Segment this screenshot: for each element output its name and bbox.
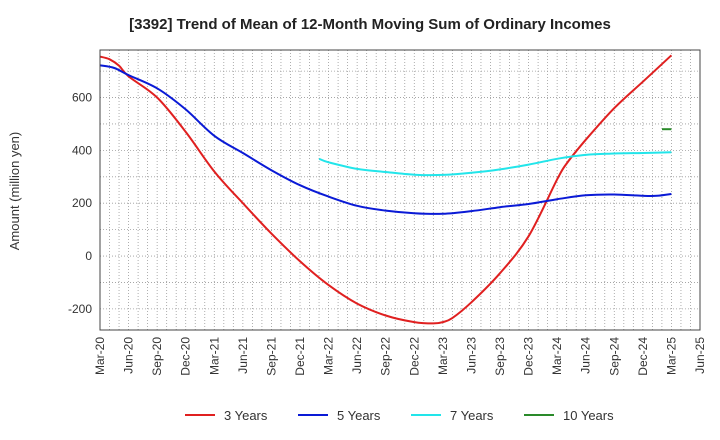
x-tick-label: Sep-22 xyxy=(379,337,393,376)
x-tick-label: Dec-21 xyxy=(293,337,307,376)
x-tick-label: Jun-25 xyxy=(693,337,707,374)
series-line-3-years xyxy=(99,54,673,325)
x-tick-label: Sep-21 xyxy=(264,337,278,376)
x-tick-label: Sep-23 xyxy=(493,337,507,376)
x-axis-ticks: Mar-20 Jun-20 Sep-20 Dec-20 Mar-21 Jun-21 Sep-… xyxy=(93,337,707,376)
series-line-7-years xyxy=(318,151,672,177)
x-tick-label: Jun-22 xyxy=(350,337,364,374)
plot-frame xyxy=(99,49,701,331)
chart-title: [3392] Trend of Mean of 12-Month Moving … xyxy=(129,16,611,33)
y-tick-label: -200 xyxy=(68,302,92,316)
x-tick-label: Jun-23 xyxy=(464,337,478,374)
legend-label-7-years: 7 Years xyxy=(450,408,494,423)
x-tick-label: Dec-20 xyxy=(179,337,193,376)
y-tick-label: 400 xyxy=(72,143,92,157)
x-tick-label: Jun-21 xyxy=(236,337,250,374)
legend-label-5-years: 5 Years xyxy=(337,408,381,423)
legend-label-10-years: 10 Years xyxy=(563,408,614,423)
x-tick-label: Mar-20 xyxy=(93,337,107,375)
x-tick-label: Jun-24 xyxy=(579,337,593,374)
legend: 3 Years 5 Years 7 Years 10 Years xyxy=(185,408,614,423)
y-tick-label: 600 xyxy=(72,91,92,105)
x-tick-label: Dec-22 xyxy=(407,337,421,376)
x-tick-label: Mar-25 xyxy=(664,337,678,375)
x-tick-label: Dec-23 xyxy=(522,337,536,376)
legend-label-3-years: 3 Years xyxy=(224,408,268,423)
x-tick-label: Mar-21 xyxy=(207,337,221,375)
y-axis-label: Amount (million yen) xyxy=(7,132,22,251)
series-lines xyxy=(99,54,673,325)
x-tick-label: Mar-22 xyxy=(322,337,336,375)
grid xyxy=(100,50,700,330)
x-tick-label: Sep-24 xyxy=(607,337,621,376)
y-tick-label: 0 xyxy=(85,249,92,263)
x-tick-label: Dec-24 xyxy=(636,337,650,376)
series-line-5-years xyxy=(99,64,672,215)
x-tick-label: Jun-20 xyxy=(122,337,136,374)
x-tick-label: Mar-23 xyxy=(436,337,450,375)
x-tick-label: Mar-24 xyxy=(550,337,564,375)
x-tick-label: Sep-20 xyxy=(150,337,164,376)
y-tick-label: 200 xyxy=(72,196,92,210)
y-axis-ticks: -200 0 200 400 600 xyxy=(68,91,92,316)
